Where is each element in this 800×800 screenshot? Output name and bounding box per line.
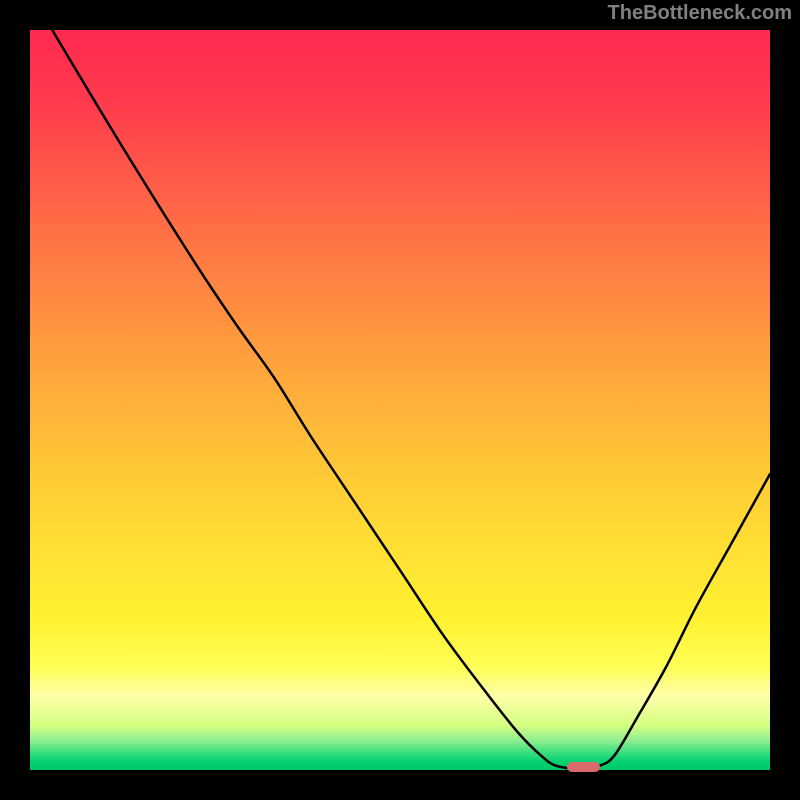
minimum-marker bbox=[567, 762, 600, 772]
watermark-text: TheBottleneck.com bbox=[608, 2, 792, 25]
bottleneck-curve bbox=[30, 30, 770, 770]
plot-area bbox=[30, 30, 770, 770]
